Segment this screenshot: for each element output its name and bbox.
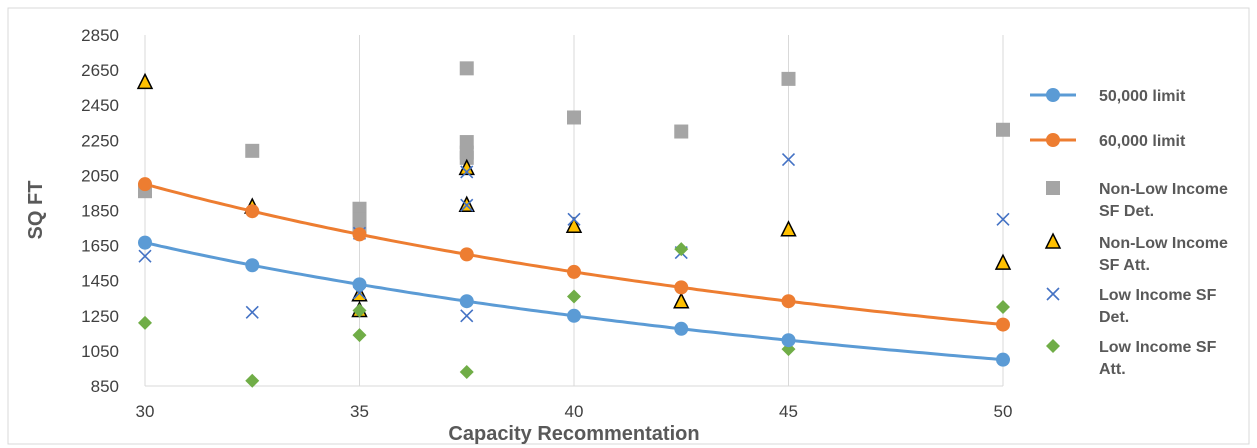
legend-label: 50,000 limit bbox=[1099, 88, 1186, 105]
y-tick-label: 1650 bbox=[81, 237, 119, 256]
data-point bbox=[996, 122, 1010, 137]
data-point bbox=[996, 352, 1010, 367]
data-point bbox=[352, 277, 367, 292]
data-point bbox=[674, 321, 689, 336]
legend-item: Non-Low Income SF Det. bbox=[1046, 181, 1228, 220]
y-tick-label: 2050 bbox=[81, 166, 119, 185]
data-point bbox=[460, 309, 474, 323]
data-point bbox=[138, 177, 152, 192]
x-tick-label: 40 bbox=[565, 402, 584, 421]
legend-item: Low Income SF Att. bbox=[1046, 339, 1217, 378]
plot-series bbox=[136, 61, 1012, 388]
legend-label: Non-Low Income bbox=[1099, 235, 1228, 252]
data-point bbox=[781, 153, 796, 167]
data-point bbox=[996, 300, 1010, 315]
y-tick-label: 1850 bbox=[81, 202, 119, 221]
y-tick-label: 1450 bbox=[81, 272, 119, 291]
legend-label: 60,000 limit bbox=[1099, 133, 1186, 150]
data-point bbox=[780, 220, 797, 237]
legend-marker bbox=[1044, 232, 1062, 249]
data-point bbox=[245, 305, 259, 319]
data-point bbox=[460, 198, 474, 212]
x-axis-title: Capacity Recommentation bbox=[448, 423, 699, 445]
data-point bbox=[996, 317, 1010, 332]
x-tick-label: 50 bbox=[994, 402, 1013, 421]
data-point bbox=[136, 72, 154, 90]
grid-lines bbox=[144, 35, 1004, 387]
legend-item: 50,000 limit bbox=[1030, 88, 1186, 105]
y-tick-label: 1250 bbox=[81, 307, 119, 326]
data-point bbox=[567, 289, 581, 304]
x-tick-label: 35 bbox=[350, 402, 369, 421]
legend-label: Low Income SF bbox=[1099, 287, 1217, 304]
data-point bbox=[138, 315, 152, 330]
data-point bbox=[567, 212, 581, 226]
legend-label: SF Det. bbox=[1099, 203, 1154, 220]
y-axis-title: SQ FT bbox=[25, 181, 47, 240]
legend: 50,000 limit 60,000 limit Non-Low Income SF… bbox=[1030, 88, 1228, 378]
y-tick-label: 2850 bbox=[81, 26, 119, 45]
data-point bbox=[674, 242, 689, 257]
series-1 bbox=[138, 177, 1010, 332]
data-point bbox=[352, 303, 367, 318]
data-point bbox=[781, 294, 796, 309]
y-tick-label: 2450 bbox=[81, 96, 119, 115]
x-tick-label: 45 bbox=[779, 402, 798, 421]
data-point bbox=[674, 124, 689, 139]
data-point bbox=[567, 264, 581, 279]
legend-marker bbox=[1046, 88, 1060, 102]
data-point bbox=[459, 135, 474, 150]
data-point bbox=[352, 328, 367, 343]
legend-marker bbox=[1046, 181, 1060, 195]
legend-marker bbox=[1046, 133, 1060, 147]
data-point bbox=[781, 333, 796, 348]
data-point bbox=[245, 143, 260, 158]
data-point bbox=[245, 258, 260, 273]
y-tick-label: 1050 bbox=[81, 342, 119, 361]
legend-marker bbox=[1046, 287, 1060, 301]
y-tick-label: 2250 bbox=[81, 131, 119, 150]
data-point bbox=[996, 212, 1010, 226]
legend-label: Att. bbox=[1099, 361, 1126, 378]
legend-item: 60,000 limit bbox=[1030, 133, 1186, 150]
x-tick-label: 30 bbox=[136, 402, 155, 421]
data-point bbox=[459, 61, 474, 76]
legend-label: Low Income SF bbox=[1099, 339, 1217, 356]
y-axis-ticks: 850 1050 1250 1450 1650 1850 2050 2250 2450 2650 2… bbox=[81, 26, 119, 396]
legend-label: Non-Low Income bbox=[1099, 181, 1228, 198]
legend-marker bbox=[1046, 339, 1060, 353]
data-point bbox=[245, 204, 260, 219]
data-point bbox=[245, 373, 260, 388]
data-point bbox=[567, 308, 581, 323]
series-0 bbox=[138, 235, 1010, 367]
data-point bbox=[674, 280, 689, 295]
y-tick-label: 850 bbox=[91, 377, 119, 396]
data-point bbox=[352, 227, 367, 242]
data-point bbox=[352, 201, 367, 216]
y-tick-label: 2650 bbox=[81, 61, 119, 80]
data-point bbox=[138, 249, 152, 263]
data-point bbox=[138, 235, 152, 250]
chart-frame bbox=[7, 7, 1250, 445]
data-point bbox=[565, 216, 583, 234]
x-axis-ticks: 30 35 40 45 50 bbox=[136, 402, 1013, 421]
legend-label: Det. bbox=[1099, 309, 1129, 326]
legend-item: Non-Low Income SF Att. bbox=[1044, 232, 1228, 274]
data-point bbox=[459, 364, 474, 379]
data-point bbox=[673, 292, 690, 309]
data-point bbox=[567, 110, 581, 125]
data-point bbox=[459, 294, 474, 309]
legend-label: SF Att. bbox=[1099, 257, 1150, 274]
data-point bbox=[460, 165, 474, 179]
data-point bbox=[781, 71, 796, 86]
data-point bbox=[459, 247, 474, 262]
data-point bbox=[994, 253, 1012, 270]
data-point bbox=[459, 150, 474, 165]
legend-item: Low Income SF Det. bbox=[1046, 287, 1217, 326]
